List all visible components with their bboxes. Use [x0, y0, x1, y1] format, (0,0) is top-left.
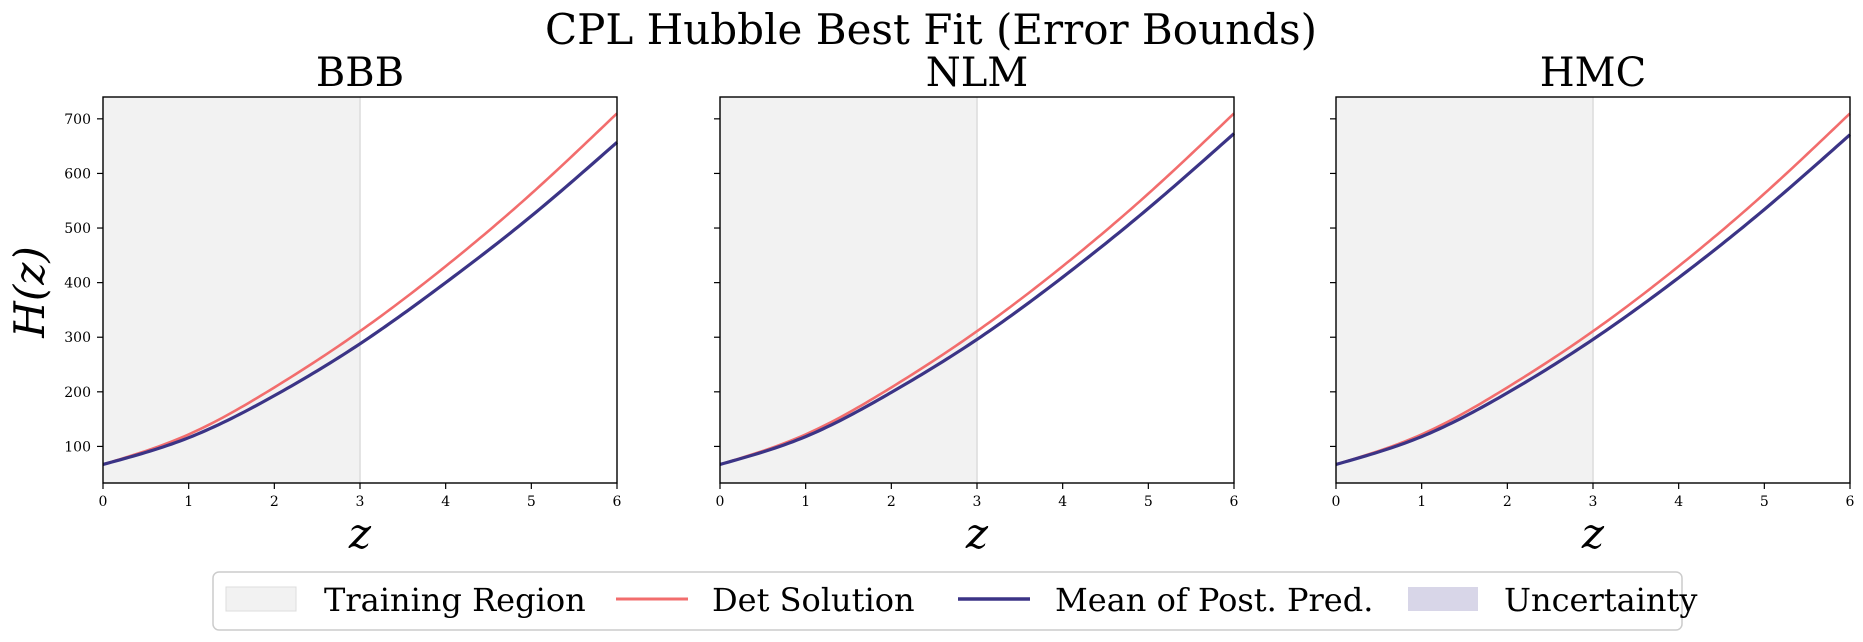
panel-hmc: 0 1 2 3 4 5 6 HMC z — [1330, 50, 1855, 558]
legend-swatch-uncertainty — [1408, 587, 1478, 611]
x-tick-label: 5 — [1760, 494, 1769, 510]
x-tick-label: 3 — [1589, 494, 1598, 510]
y-tick-label: 300 — [64, 330, 91, 346]
y-tick-label: 500 — [64, 221, 91, 237]
x-tick-label: 1 — [1417, 494, 1426, 510]
training-region — [720, 97, 977, 483]
y-tick-label: 200 — [64, 385, 91, 401]
panel-title: NLM — [926, 50, 1029, 96]
x-tick-label: 1 — [184, 494, 193, 510]
x-tick-label: 6 — [613, 494, 622, 510]
training-region — [1336, 97, 1593, 483]
y-tick-label: 700 — [64, 112, 91, 128]
det-solution-line — [102, 112, 618, 466]
x-tick-label: 0 — [1332, 494, 1341, 510]
x-tick-label: 4 — [1674, 494, 1683, 510]
training-region — [103, 97, 360, 483]
x-axis-label: z — [348, 509, 372, 558]
x-tick-label: 0 — [99, 494, 108, 510]
legend-label-mean-post-pred: Mean of Post. Pred. — [1055, 581, 1373, 619]
det-solution-line — [1335, 112, 1851, 466]
x-tick-label: 1 — [801, 494, 810, 510]
mean-post-pred-line — [102, 141, 619, 466]
x-tick-label: 0 — [716, 494, 725, 510]
panel-bbb: 0 1 2 3 4 5 6 100 200 300 400 500 600 700 BBB z — [64, 50, 621, 558]
legend-label-det-solution: Det Solution — [712, 581, 915, 619]
panels: 0 1 2 3 4 5 6 100 200 300 400 500 600 700 BBB z 0 1 2 3 4 5 6 N… — [64, 50, 1854, 558]
legend-swatch-training-region — [225, 586, 297, 612]
mean-post-pred-line — [1335, 133, 1852, 466]
legend-label-training-region: Training Region — [324, 581, 586, 619]
x-tick-label: 6 — [1846, 494, 1855, 510]
x-tick-label: 6 — [1230, 494, 1239, 510]
figure-title: CPL Hubble Best Fit (Error Bounds) — [545, 5, 1317, 54]
y-tick-label: 100 — [64, 439, 91, 455]
legend-label-uncertainty: Uncertainty — [1504, 581, 1697, 619]
y-tick-label: 400 — [64, 276, 91, 292]
x-tick-label: 5 — [1144, 494, 1153, 510]
x-tick-label: 2 — [1503, 494, 1512, 510]
mean-post-pred-line — [719, 132, 1236, 466]
legend: Training Region Det Solution Mean of Pos… — [212, 571, 1697, 631]
x-tick-label: 4 — [441, 494, 450, 510]
panel-title: BBB — [316, 50, 404, 96]
x-tick-label: 5 — [527, 494, 536, 510]
x-axis-label: z — [965, 509, 989, 558]
y-tick-label: 600 — [64, 166, 91, 182]
x-tick-label: 4 — [1058, 494, 1067, 510]
x-tick-label: 2 — [270, 494, 279, 510]
y-axis-label: H(z) — [5, 246, 54, 339]
x-axis-label: z — [1581, 509, 1605, 558]
det-solution-line — [719, 112, 1235, 466]
panel-nlm: 0 1 2 3 4 5 6 NLM z — [714, 50, 1239, 558]
legend-frame — [212, 571, 1683, 631]
panel-title: HMC — [1540, 50, 1646, 96]
x-tick-label: 3 — [356, 494, 365, 510]
x-tick-label: 3 — [973, 494, 982, 510]
x-tick-label: 2 — [887, 494, 896, 510]
